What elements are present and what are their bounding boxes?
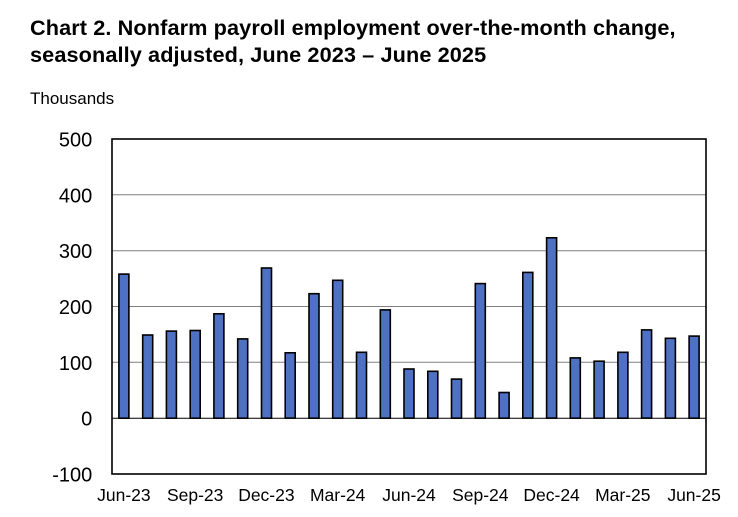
svg-text:200: 200 xyxy=(59,297,92,319)
svg-text:Mar-24: Mar-24 xyxy=(310,485,366,505)
svg-text:300: 300 xyxy=(59,241,92,263)
svg-text:500: 500 xyxy=(59,130,92,152)
svg-text:Mar-25: Mar-25 xyxy=(595,485,650,505)
svg-text:Dec-23: Dec-23 xyxy=(238,485,294,505)
svg-text:-100: -100 xyxy=(52,465,92,487)
svg-text:Jun-25: Jun-25 xyxy=(667,485,721,505)
svg-text:0: 0 xyxy=(81,409,92,431)
svg-text:Sep-24: Sep-24 xyxy=(452,485,509,505)
svg-text:400: 400 xyxy=(59,185,92,207)
svg-text:Dec-24: Dec-24 xyxy=(523,485,580,505)
svg-text:Sep-23: Sep-23 xyxy=(167,485,223,505)
svg-text:100: 100 xyxy=(59,353,92,375)
svg-text:Jun-24: Jun-24 xyxy=(382,485,436,505)
svg-text:Jun-23: Jun-23 xyxy=(97,485,151,505)
